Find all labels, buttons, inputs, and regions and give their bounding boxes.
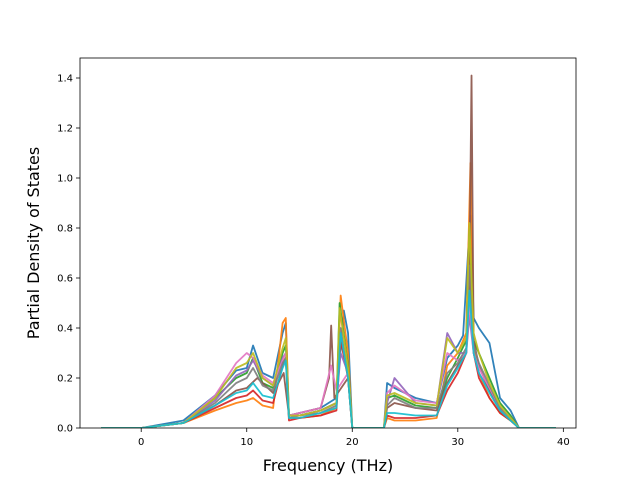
y-tick-label: 0.4 [57,324,73,335]
series-line-10 [101,289,556,428]
x-tick-label: 0 [138,437,144,448]
plot-frame [79,57,577,429]
y-tick-label: 0.8 [57,224,73,235]
series-line-1 [101,214,556,428]
y-tick-label: 0.2 [57,374,73,385]
x-tick-label: 30 [451,437,464,448]
y-tick-label: 1.0 [57,174,73,185]
y-tick-label: 0.6 [57,274,73,285]
y-axis-title: Partial Density of States [24,147,43,339]
y-tick-label: 1.4 [57,74,73,85]
y-axis: 0.0 0.2 0.4 0.6 0.8 1.0 1.2 1.4 [57,74,80,435]
y-tick-label: 1.2 [57,124,73,135]
x-tick-label: 20 [346,437,359,448]
x-axis-title: Frequency (THz) [263,456,393,475]
y-tick-label: 0.0 [57,424,73,435]
x-tick-label: 40 [557,437,570,448]
series-layer [101,74,556,428]
x-tick-label: 10 [240,437,253,448]
x-axis: 0 10 20 30 40 [138,428,570,448]
